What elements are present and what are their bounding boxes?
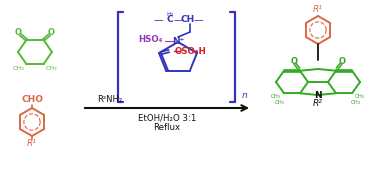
- Text: —: —: [173, 15, 183, 25]
- Text: CH₃: CH₃: [46, 66, 57, 71]
- Text: R¹: R¹: [313, 4, 323, 13]
- Text: R¹: R¹: [27, 140, 37, 149]
- Text: C: C: [167, 15, 173, 24]
- Text: —: —: [193, 15, 203, 25]
- Text: HSO₄: HSO₄: [138, 36, 162, 45]
- Text: CH₃: CH₃: [355, 94, 365, 99]
- Text: EtOH/H₂O 3:1: EtOH/H₂O 3:1: [138, 114, 196, 123]
- Text: O: O: [15, 28, 22, 37]
- Text: H₂: H₂: [166, 12, 174, 16]
- Text: Reflux: Reflux: [153, 123, 181, 132]
- Text: O: O: [48, 28, 55, 37]
- Text: CH₃: CH₃: [271, 94, 281, 99]
- Text: O: O: [291, 57, 297, 66]
- Text: N: N: [314, 90, 322, 99]
- Text: O: O: [339, 57, 345, 66]
- Text: —: —: [153, 15, 163, 25]
- Text: N⁺: N⁺: [172, 38, 184, 47]
- Text: CH: CH: [181, 15, 195, 24]
- Text: CH₃: CH₃: [275, 100, 285, 105]
- Text: CH₃: CH₃: [13, 66, 24, 71]
- Text: R²NH₂: R²NH₂: [97, 96, 122, 105]
- Text: R²: R²: [313, 99, 323, 108]
- Text: OSO₃H: OSO₃H: [175, 47, 207, 56]
- Text: CHO: CHO: [21, 95, 43, 104]
- Text: CH₃: CH₃: [351, 100, 361, 105]
- Text: n: n: [242, 91, 248, 100]
